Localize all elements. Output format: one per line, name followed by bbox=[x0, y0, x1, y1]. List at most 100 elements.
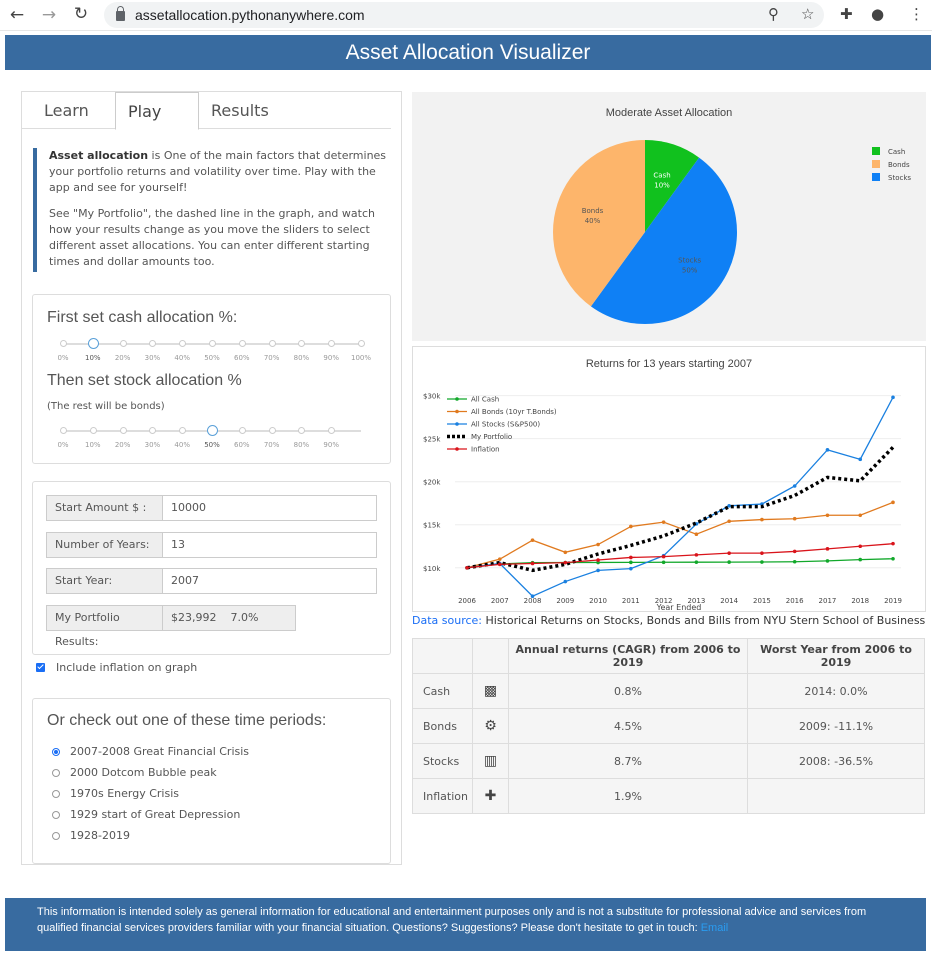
series-point bbox=[858, 557, 863, 562]
x-tick-label: 2012 bbox=[655, 597, 673, 605]
years-input[interactable]: 13 bbox=[162, 532, 377, 558]
row-cagr: 1.9% bbox=[508, 778, 748, 814]
period-label: 1970s Energy Crisis bbox=[70, 787, 180, 800]
stock-slider-handle[interactable] bbox=[207, 425, 218, 436]
stock-slider-tick bbox=[298, 427, 306, 434]
series-point bbox=[727, 560, 731, 564]
period-label: 2000 Dotcom Bubble peak bbox=[70, 766, 217, 779]
zoom-icon[interactable]: ⚲ bbox=[768, 5, 779, 23]
table-row: Stocks ▥ 8.7% 2008: -36.5% bbox=[412, 743, 925, 779]
row-name: Cash bbox=[412, 673, 473, 709]
cash-slider-label: 50% bbox=[204, 354, 220, 362]
legend-label[interactable]: Inflation bbox=[471, 446, 500, 454]
forward-icon[interactable]: → bbox=[41, 5, 57, 25]
app-header: Asset Allocation Visualizer bbox=[5, 35, 931, 70]
radio-icon bbox=[52, 748, 60, 756]
cash-slider-tick bbox=[328, 340, 336, 347]
radio-icon bbox=[52, 790, 60, 798]
left-panel: Learn Play Results Asset allocation is O… bbox=[21, 91, 402, 865]
star-icon[interactable]: ☆ bbox=[801, 5, 815, 23]
legend-marker bbox=[455, 409, 459, 414]
profile-icon[interactable]: ● bbox=[871, 5, 885, 23]
series-line[interactable] bbox=[466, 397, 894, 597]
reload-icon[interactable]: ↻ bbox=[73, 4, 89, 24]
data-source-link[interactable]: Data source: bbox=[412, 614, 482, 627]
series-point bbox=[530, 538, 535, 543]
line-chart-panel: Returns for 13 years starting 2007 $10k $1… bbox=[412, 346, 926, 612]
series-line[interactable] bbox=[466, 558, 894, 569]
pie-legend-swatch bbox=[872, 173, 880, 181]
period-label: 1929 start of Great Depression bbox=[70, 808, 241, 821]
period-option[interactable]: 1929 start of Great Depression bbox=[52, 808, 240, 822]
series-point bbox=[858, 457, 863, 462]
legend-marker bbox=[455, 397, 459, 401]
cash-slider-label: 10% bbox=[85, 354, 101, 362]
returns-header-row: Annual returns (CAGR) from 2006 to 2019 … bbox=[412, 638, 925, 674]
row-name: Stocks bbox=[412, 743, 473, 779]
series-point bbox=[629, 566, 633, 571]
cash-slider-label: 100% bbox=[350, 354, 372, 362]
cash-slider-tick bbox=[358, 340, 365, 347]
stock-slider-note: (The rest will be bonds) bbox=[47, 401, 165, 412]
legend-label[interactable]: All Cash bbox=[471, 396, 499, 404]
menu-icon[interactable]: ⋮ bbox=[909, 5, 924, 23]
stock-slider-tick bbox=[119, 427, 127, 434]
address-bar[interactable]: assetallocation.pythonanywhere.com bbox=[104, 2, 824, 28]
pie-slice-label: Cash bbox=[653, 172, 670, 180]
series-point bbox=[694, 532, 699, 537]
results-output: $23,992 7.0% bbox=[162, 605, 296, 631]
tab-play[interactable]: Play bbox=[115, 92, 199, 130]
period-option[interactable]: 1970s Energy Crisis bbox=[52, 787, 179, 801]
period-option[interactable]: 2000 Dotcom Bubble peak bbox=[52, 766, 217, 780]
pie-slice-value: 50% bbox=[682, 266, 698, 274]
pie-legend-label[interactable]: Bonds bbox=[888, 161, 910, 169]
series-point bbox=[596, 542, 600, 547]
series-point bbox=[694, 553, 699, 557]
pie-slice[interactable] bbox=[645, 140, 700, 232]
handshake-icon: ⚙ bbox=[472, 708, 509, 744]
stock-slider-label: 50% bbox=[204, 441, 220, 449]
series-line[interactable] bbox=[466, 543, 894, 569]
cash-slider-tick bbox=[60, 340, 67, 347]
legend-label[interactable]: All Stocks (S&P500) bbox=[471, 421, 540, 429]
series-line[interactable] bbox=[466, 446, 895, 573]
cash-slider[interactable]: 0% 10% 20% 30% 40% 50% 60% 70% 80% 90% 100% bbox=[57, 338, 371, 362]
back-icon[interactable]: ← bbox=[9, 5, 25, 25]
pie-legend-label[interactable]: Stocks bbox=[888, 174, 911, 182]
start-year-input[interactable]: 2007 bbox=[162, 568, 377, 594]
stock-slider[interactable]: 0% 10% 20% 30% 40% 50% 60% 70% 80% 90% bbox=[57, 425, 361, 449]
blurb-bold: Asset allocation bbox=[49, 149, 149, 162]
ambulance-icon: ✚ bbox=[472, 778, 509, 814]
footer-email-link[interactable]: Email bbox=[700, 922, 729, 934]
period-option[interactable]: 1928-2019 bbox=[52, 829, 130, 843]
period-option[interactable]: 2007-2008 Great Financial Crisis bbox=[52, 745, 249, 759]
legend-label[interactable]: My Portfolio bbox=[471, 433, 512, 441]
returns-body: Cash ▩ 0.8% 2014: 0.0% Bonds ⚙ 4.5% 2009: -11.1… bbox=[412, 673, 925, 814]
stock-slider-tick bbox=[238, 427, 246, 434]
radio-icon bbox=[52, 811, 60, 819]
series-point bbox=[497, 562, 502, 567]
stock-slider-label: 60% bbox=[234, 441, 250, 449]
tab-bar: Learn Play Results bbox=[22, 92, 391, 130]
inflation-checkbox-label: Include inflation on graph bbox=[56, 661, 198, 674]
series-point bbox=[563, 560, 568, 565]
tab-results[interactable]: Results bbox=[211, 101, 269, 120]
start-amount-input[interactable]: 10000 bbox=[162, 495, 377, 521]
x-tick-label: 2011 bbox=[622, 597, 640, 605]
stock-slider-label: 90% bbox=[323, 441, 339, 449]
line-chart-title: Returns for 13 years starting 2007 bbox=[586, 358, 752, 370]
pie-slice-value: 40% bbox=[585, 217, 601, 225]
pie-slice[interactable] bbox=[590, 157, 737, 324]
inflation-checkbox[interactable] bbox=[36, 663, 45, 672]
header-cagr: Annual returns (CAGR) from 2006 to 2019 bbox=[508, 638, 748, 674]
tab-learn[interactable]: Learn bbox=[44, 101, 89, 120]
cash-slider-tick bbox=[268, 340, 276, 347]
lock-icon bbox=[116, 6, 125, 21]
cash-slider-handle[interactable] bbox=[87, 338, 99, 349]
pie-slice[interactable] bbox=[553, 140, 645, 307]
pie-legend-label[interactable]: Cash bbox=[888, 148, 905, 156]
extensions-icon[interactable]: ✚ bbox=[840, 5, 853, 23]
series-line[interactable] bbox=[466, 501, 894, 569]
series-point bbox=[497, 557, 502, 561]
legend-label[interactable]: All Bonds (10yr T.Bonds) bbox=[471, 408, 557, 416]
